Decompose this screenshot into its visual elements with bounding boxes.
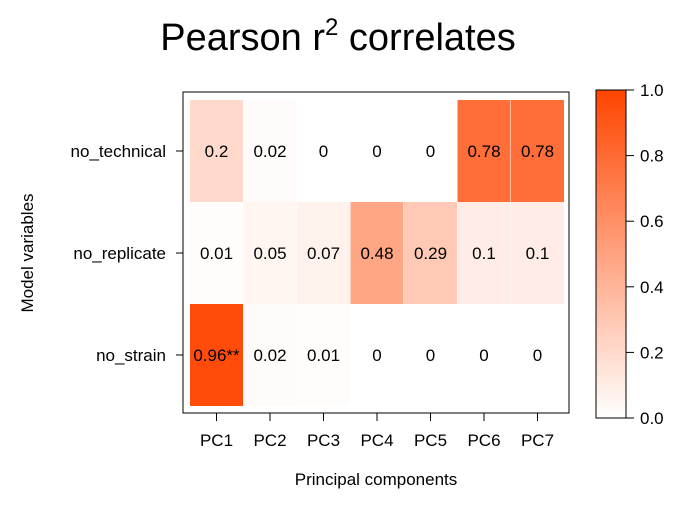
cell-value-label: 0.01 (307, 346, 340, 365)
x-tick-label: PC4 (360, 431, 393, 450)
cell-value-label: 0.02 (253, 346, 286, 365)
cell-value-label: 0 (372, 346, 381, 365)
cell-value-label: 0.96** (193, 346, 240, 365)
heatmap-cell (190, 304, 243, 406)
colorbar-ticks: 0.0 0.2 0.4 0.6 0.8 1.0 (626, 81, 664, 428)
cell-value-label: 0.1 (526, 244, 550, 263)
heatmap-cell (297, 304, 350, 406)
x-tick-label: PC6 (467, 431, 500, 450)
x-axis-label: Principal components (295, 470, 458, 489)
cell-value-label: 0.29 (414, 244, 447, 263)
heatmap-cell (350, 100, 404, 202)
cell-value-label: 0 (319, 142, 328, 161)
heatmap-cell (190, 202, 243, 304)
colorbar (595, 89, 627, 419)
y-axis: no_technical no_replicate no_strain (71, 142, 183, 365)
cell-value-label: 0 (479, 346, 488, 365)
y-tick-label: no_replicate (73, 244, 166, 263)
heatmap-cell (350, 202, 404, 304)
colorbar-tick-label: 0.0 (640, 409, 664, 428)
colorbar-tick-label: 0.2 (640, 343, 664, 362)
y-tick-label: no_technical (71, 142, 166, 161)
cell-value-label: 0.05 (253, 244, 286, 263)
heatmap-cell (297, 202, 350, 304)
cell-value-label: 0.48 (360, 244, 393, 263)
heatmap-cell (404, 304, 457, 406)
heatmap-cell (511, 304, 564, 406)
cell-value-label: 0 (426, 346, 435, 365)
heatmap-cell (511, 100, 564, 202)
x-tick-label: PC3 (307, 431, 340, 450)
cell-value-label: 0.78 (521, 142, 554, 161)
heatmap-cell-labels: 0.2 0.02 0 0 0 0.78 0.78 0.01 0.05 0.07 0.48 0.29 0.… (193, 142, 554, 365)
y-tick-label: no_strain (96, 346, 166, 365)
heatmap-cell (457, 304, 511, 406)
chart-title-superscript: 2 (325, 14, 338, 41)
heatmap-cell (511, 202, 564, 304)
heatmap-cell (404, 100, 457, 202)
cell-value-label: 0 (372, 142, 381, 161)
y-axis-label: Model variables (18, 193, 37, 312)
cell-value-label: 0.1 (472, 244, 496, 263)
x-tick-label: PC7 (521, 431, 554, 450)
heatmap-cells (190, 100, 564, 406)
cell-value-label: 0.2 (205, 142, 229, 161)
x-tick-label: PC5 (414, 431, 447, 450)
heatmap-cell (350, 304, 404, 406)
colorbar-tick-label: 0.6 (640, 212, 664, 231)
heatmap-cell (297, 100, 350, 202)
colorbar-tick-label: 0.8 (640, 147, 664, 166)
heatmap-cell (243, 202, 297, 304)
heatmap-cell (457, 202, 511, 304)
cell-value-label: 0 (426, 142, 435, 161)
cell-value-label: 0.02 (253, 142, 286, 161)
heatmap-cell (243, 100, 297, 202)
chart-title: Pearson r2 correlates (160, 14, 516, 59)
colorbar-tick-label: 0.4 (640, 278, 664, 297)
heatmap-cell (190, 100, 243, 202)
x-axis: PC1 PC2 PC3 PC4 PC5 PC6 PC7 (200, 413, 554, 450)
colorbar-tick-label: 1.0 (640, 81, 664, 100)
x-tick-label: PC1 (200, 431, 233, 450)
cell-value-label: 0.07 (307, 244, 340, 263)
heatmap-cell (457, 100, 511, 202)
cell-value-label: 0.01 (200, 244, 233, 263)
cell-value-label: 0 (533, 346, 542, 365)
cell-value-label: 0.78 (467, 142, 500, 161)
heatmap-cell (243, 304, 297, 406)
heatmap-cell (404, 202, 457, 304)
x-tick-label: PC2 (253, 431, 286, 450)
